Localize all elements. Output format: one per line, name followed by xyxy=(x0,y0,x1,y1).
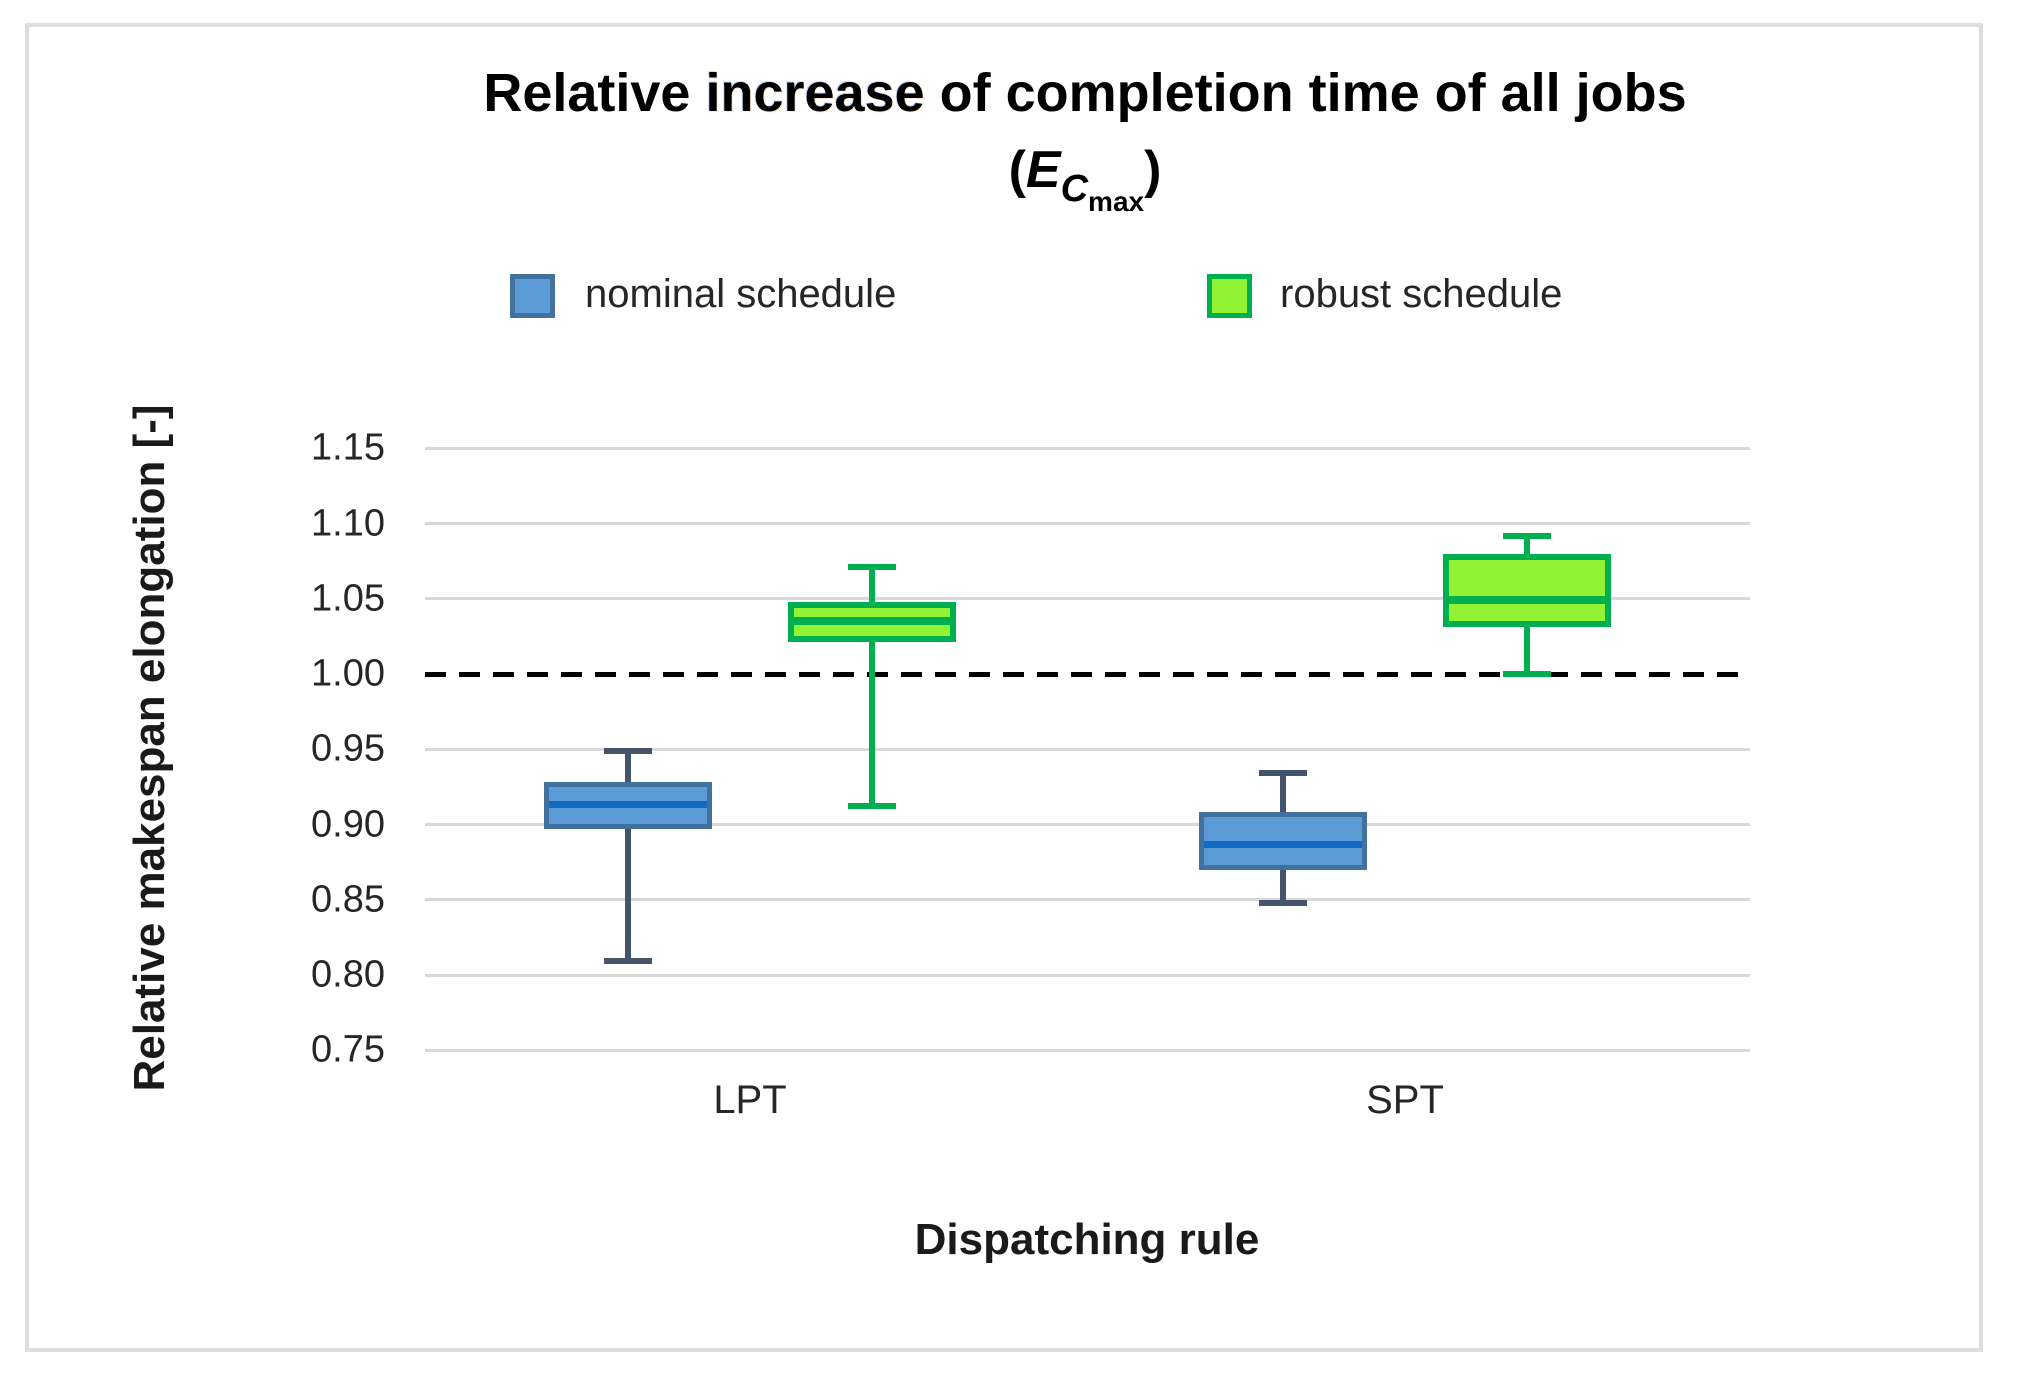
whisker-cap-low-robust-SPT xyxy=(1503,671,1551,677)
y-tick-label: 0.95 xyxy=(311,727,385,770)
title-edited-word: increase xyxy=(705,63,925,123)
whisker-cap-low-nominal-LPT xyxy=(604,958,652,965)
chart-subtitle: (ECmax) xyxy=(420,140,1750,216)
figure-border xyxy=(25,23,1983,1352)
whisker-cap-high-robust-SPT xyxy=(1503,532,1551,539)
gridline xyxy=(425,898,1750,902)
whisker-cap-high-nominal-SPT xyxy=(1259,770,1307,777)
legend-label-nominal: nominal schedule xyxy=(585,272,897,316)
subtitle-open-paren: ( xyxy=(1008,141,1026,199)
reference-line xyxy=(425,671,1750,677)
gridline xyxy=(425,1048,1750,1052)
y-tick-label: 1.15 xyxy=(311,426,385,469)
median-nominal-SPT xyxy=(1204,840,1362,848)
median-nominal-LPT xyxy=(549,801,707,809)
whisker-cap-high-robust-LPT xyxy=(848,564,896,571)
gridline xyxy=(425,973,1750,977)
whisker-upper-robust-SPT xyxy=(1524,535,1530,554)
y-tick-label: 0.80 xyxy=(311,953,385,996)
gridline xyxy=(425,747,1750,751)
subtitle-close-paren: ) xyxy=(1144,141,1162,199)
whisker-cap-low-robust-LPT xyxy=(848,803,896,810)
whisker-upper-robust-LPT xyxy=(869,567,875,602)
title-post: of completion time of all jobs xyxy=(924,63,1687,123)
y-tick-label: 0.75 xyxy=(311,1028,385,1071)
whisker-lower-nominal-SPT xyxy=(1280,869,1286,903)
legend-swatch-nominal xyxy=(510,274,555,318)
chart-title: Relative increase of completion time of … xyxy=(420,62,1750,124)
gridline xyxy=(425,522,1750,525)
whisker-cap-high-nominal-LPT xyxy=(604,747,652,754)
y-tick-label: 1.00 xyxy=(311,652,385,695)
gridline xyxy=(425,597,1750,601)
x-category-label: LPT xyxy=(713,1078,787,1122)
box-robust-SPT xyxy=(1443,553,1611,628)
subtitle-C-subscript: Cmax xyxy=(1060,168,1145,217)
y-tick-label: 0.85 xyxy=(311,878,385,921)
subtitle-max-subscript: max xyxy=(1088,186,1145,217)
whisker-lower-nominal-LPT xyxy=(625,829,631,962)
median-robust-SPT xyxy=(1449,596,1605,605)
legend-label-robust: robust schedule xyxy=(1280,272,1563,316)
whisker-upper-nominal-LPT xyxy=(625,750,631,783)
title-pre: Relative xyxy=(483,63,706,123)
whisker-upper-nominal-SPT xyxy=(1280,773,1286,813)
median-robust-LPT xyxy=(794,617,950,626)
gridline xyxy=(425,823,1750,826)
x-axis-title: Dispatching rule xyxy=(914,1215,1260,1264)
y-tick-label: 1.05 xyxy=(311,577,385,620)
x-category-label: SPT xyxy=(1366,1078,1444,1122)
whisker-lower-robust-LPT xyxy=(869,642,875,807)
y-tick-label: 0.90 xyxy=(311,803,385,845)
whisker-lower-robust-SPT xyxy=(1524,627,1530,674)
subtitle-E-symbol: E xyxy=(1025,141,1061,199)
whisker-cap-low-nominal-SPT xyxy=(1259,899,1307,906)
y-tick-label: 1.10 xyxy=(311,502,385,544)
legend-swatch-robust xyxy=(1207,274,1252,318)
gridline xyxy=(425,446,1750,450)
